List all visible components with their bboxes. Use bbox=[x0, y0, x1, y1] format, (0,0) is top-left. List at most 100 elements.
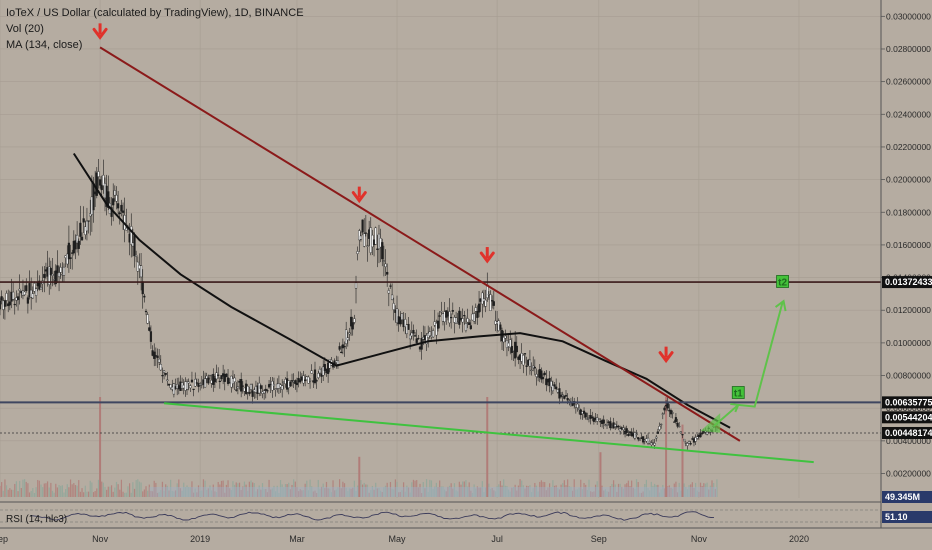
candle-body bbox=[225, 373, 228, 378]
volume-bar bbox=[9, 488, 11, 497]
candle-body bbox=[466, 318, 469, 323]
volume-bar bbox=[71, 484, 73, 497]
candle-body bbox=[353, 318, 356, 323]
candle-body bbox=[635, 433, 638, 436]
candle-body bbox=[113, 190, 116, 196]
volume-bar bbox=[179, 488, 182, 497]
candle-body bbox=[361, 219, 364, 233]
candle-body bbox=[461, 318, 464, 323]
volume-bar bbox=[166, 485, 168, 497]
candle-body bbox=[112, 198, 115, 206]
volume-bar bbox=[247, 490, 249, 497]
volume-bar bbox=[302, 490, 305, 497]
candle-body bbox=[354, 282, 358, 289]
candle-body bbox=[343, 346, 346, 348]
candle-body bbox=[410, 332, 413, 337]
volume-bar bbox=[439, 480, 441, 497]
volume-bar bbox=[297, 491, 300, 497]
volume-bar bbox=[448, 485, 451, 497]
candle-body bbox=[290, 380, 294, 382]
candle-body bbox=[553, 384, 556, 387]
candle-body bbox=[435, 323, 438, 336]
volume-bar bbox=[672, 488, 674, 497]
volume-bar bbox=[311, 486, 313, 497]
volume-bar bbox=[526, 485, 528, 497]
projection-arrowhead bbox=[774, 299, 787, 312]
candle-body bbox=[149, 331, 153, 342]
ma-indicator-label[interactable]: MA (134, close) bbox=[6, 39, 83, 51]
volume-bar bbox=[7, 489, 9, 497]
volume-bar bbox=[586, 489, 588, 497]
volume-bar bbox=[557, 488, 559, 497]
candle-body bbox=[251, 390, 254, 397]
down-arrow-icon bbox=[658, 346, 674, 364]
candle-body bbox=[317, 373, 320, 378]
candle-body bbox=[100, 184, 103, 191]
volume-bar bbox=[192, 492, 195, 497]
target-marker: t2 bbox=[776, 275, 789, 288]
candle-body bbox=[85, 220, 89, 232]
rsi-indicator-label[interactable]: RSI (14, hlc3) bbox=[6, 514, 68, 525]
volume-bar bbox=[135, 480, 137, 497]
volume-bar bbox=[102, 482, 104, 497]
candle-body bbox=[107, 191, 110, 208]
volume-bar bbox=[506, 486, 508, 497]
volume-ma-area bbox=[149, 487, 717, 497]
volume-bar bbox=[381, 492, 383, 497]
candle-body bbox=[642, 436, 645, 443]
volume-bar bbox=[667, 486, 669, 497]
candle-body bbox=[500, 330, 504, 342]
volume-bar bbox=[649, 490, 651, 497]
volume-bar bbox=[1, 482, 3, 497]
volume-bar bbox=[383, 487, 385, 497]
candle-body bbox=[660, 423, 663, 426]
candle-body bbox=[205, 375, 208, 379]
candle-body bbox=[166, 379, 169, 382]
candle-body bbox=[543, 372, 546, 375]
candle-body bbox=[561, 394, 564, 396]
price-tag bbox=[882, 426, 932, 439]
volume-bar bbox=[273, 485, 275, 497]
candle-body bbox=[412, 329, 415, 334]
y-tick-label: 0.01000000 bbox=[886, 338, 931, 348]
candle-body bbox=[555, 386, 558, 390]
down-arrow-icon bbox=[351, 186, 367, 204]
volume-bar bbox=[148, 484, 150, 497]
volume-bar bbox=[512, 486, 515, 497]
candle-body bbox=[476, 311, 479, 318]
volume-bar bbox=[417, 487, 419, 497]
volume-bar bbox=[14, 483, 16, 497]
candle-body bbox=[76, 234, 79, 244]
volume-bar bbox=[509, 491, 511, 497]
candle-body bbox=[272, 383, 276, 387]
volume-bar bbox=[332, 480, 334, 497]
candle-body bbox=[351, 322, 354, 330]
candle-body bbox=[386, 271, 389, 275]
candle-body bbox=[359, 235, 363, 240]
y-tick-label: 0.02200000 bbox=[886, 142, 931, 152]
volume-bar bbox=[281, 484, 283, 497]
candle-body bbox=[436, 320, 440, 329]
x-tick-label: May bbox=[389, 534, 407, 544]
volume-bar bbox=[160, 490, 162, 497]
volume-bar bbox=[107, 486, 109, 497]
candle-body bbox=[409, 334, 412, 340]
volume-bar bbox=[368, 492, 370, 497]
volume-bar bbox=[83, 492, 85, 497]
volume-bar bbox=[20, 487, 22, 497]
candle-body bbox=[218, 380, 221, 383]
volume-bar bbox=[678, 482, 680, 497]
volume-indicator-label[interactable]: Vol (20) bbox=[6, 23, 44, 35]
volume-bar bbox=[301, 490, 303, 497]
volume-bar bbox=[97, 479, 100, 497]
candle-body bbox=[614, 424, 617, 427]
arrow-head bbox=[479, 251, 495, 264]
candle-body bbox=[248, 391, 251, 395]
volume-bar bbox=[402, 482, 405, 497]
volume-bar bbox=[173, 491, 175, 497]
volume-bar bbox=[634, 488, 636, 497]
volume-bar bbox=[680, 490, 682, 497]
volume-bar bbox=[632, 487, 634, 497]
candle-body bbox=[102, 174, 105, 186]
